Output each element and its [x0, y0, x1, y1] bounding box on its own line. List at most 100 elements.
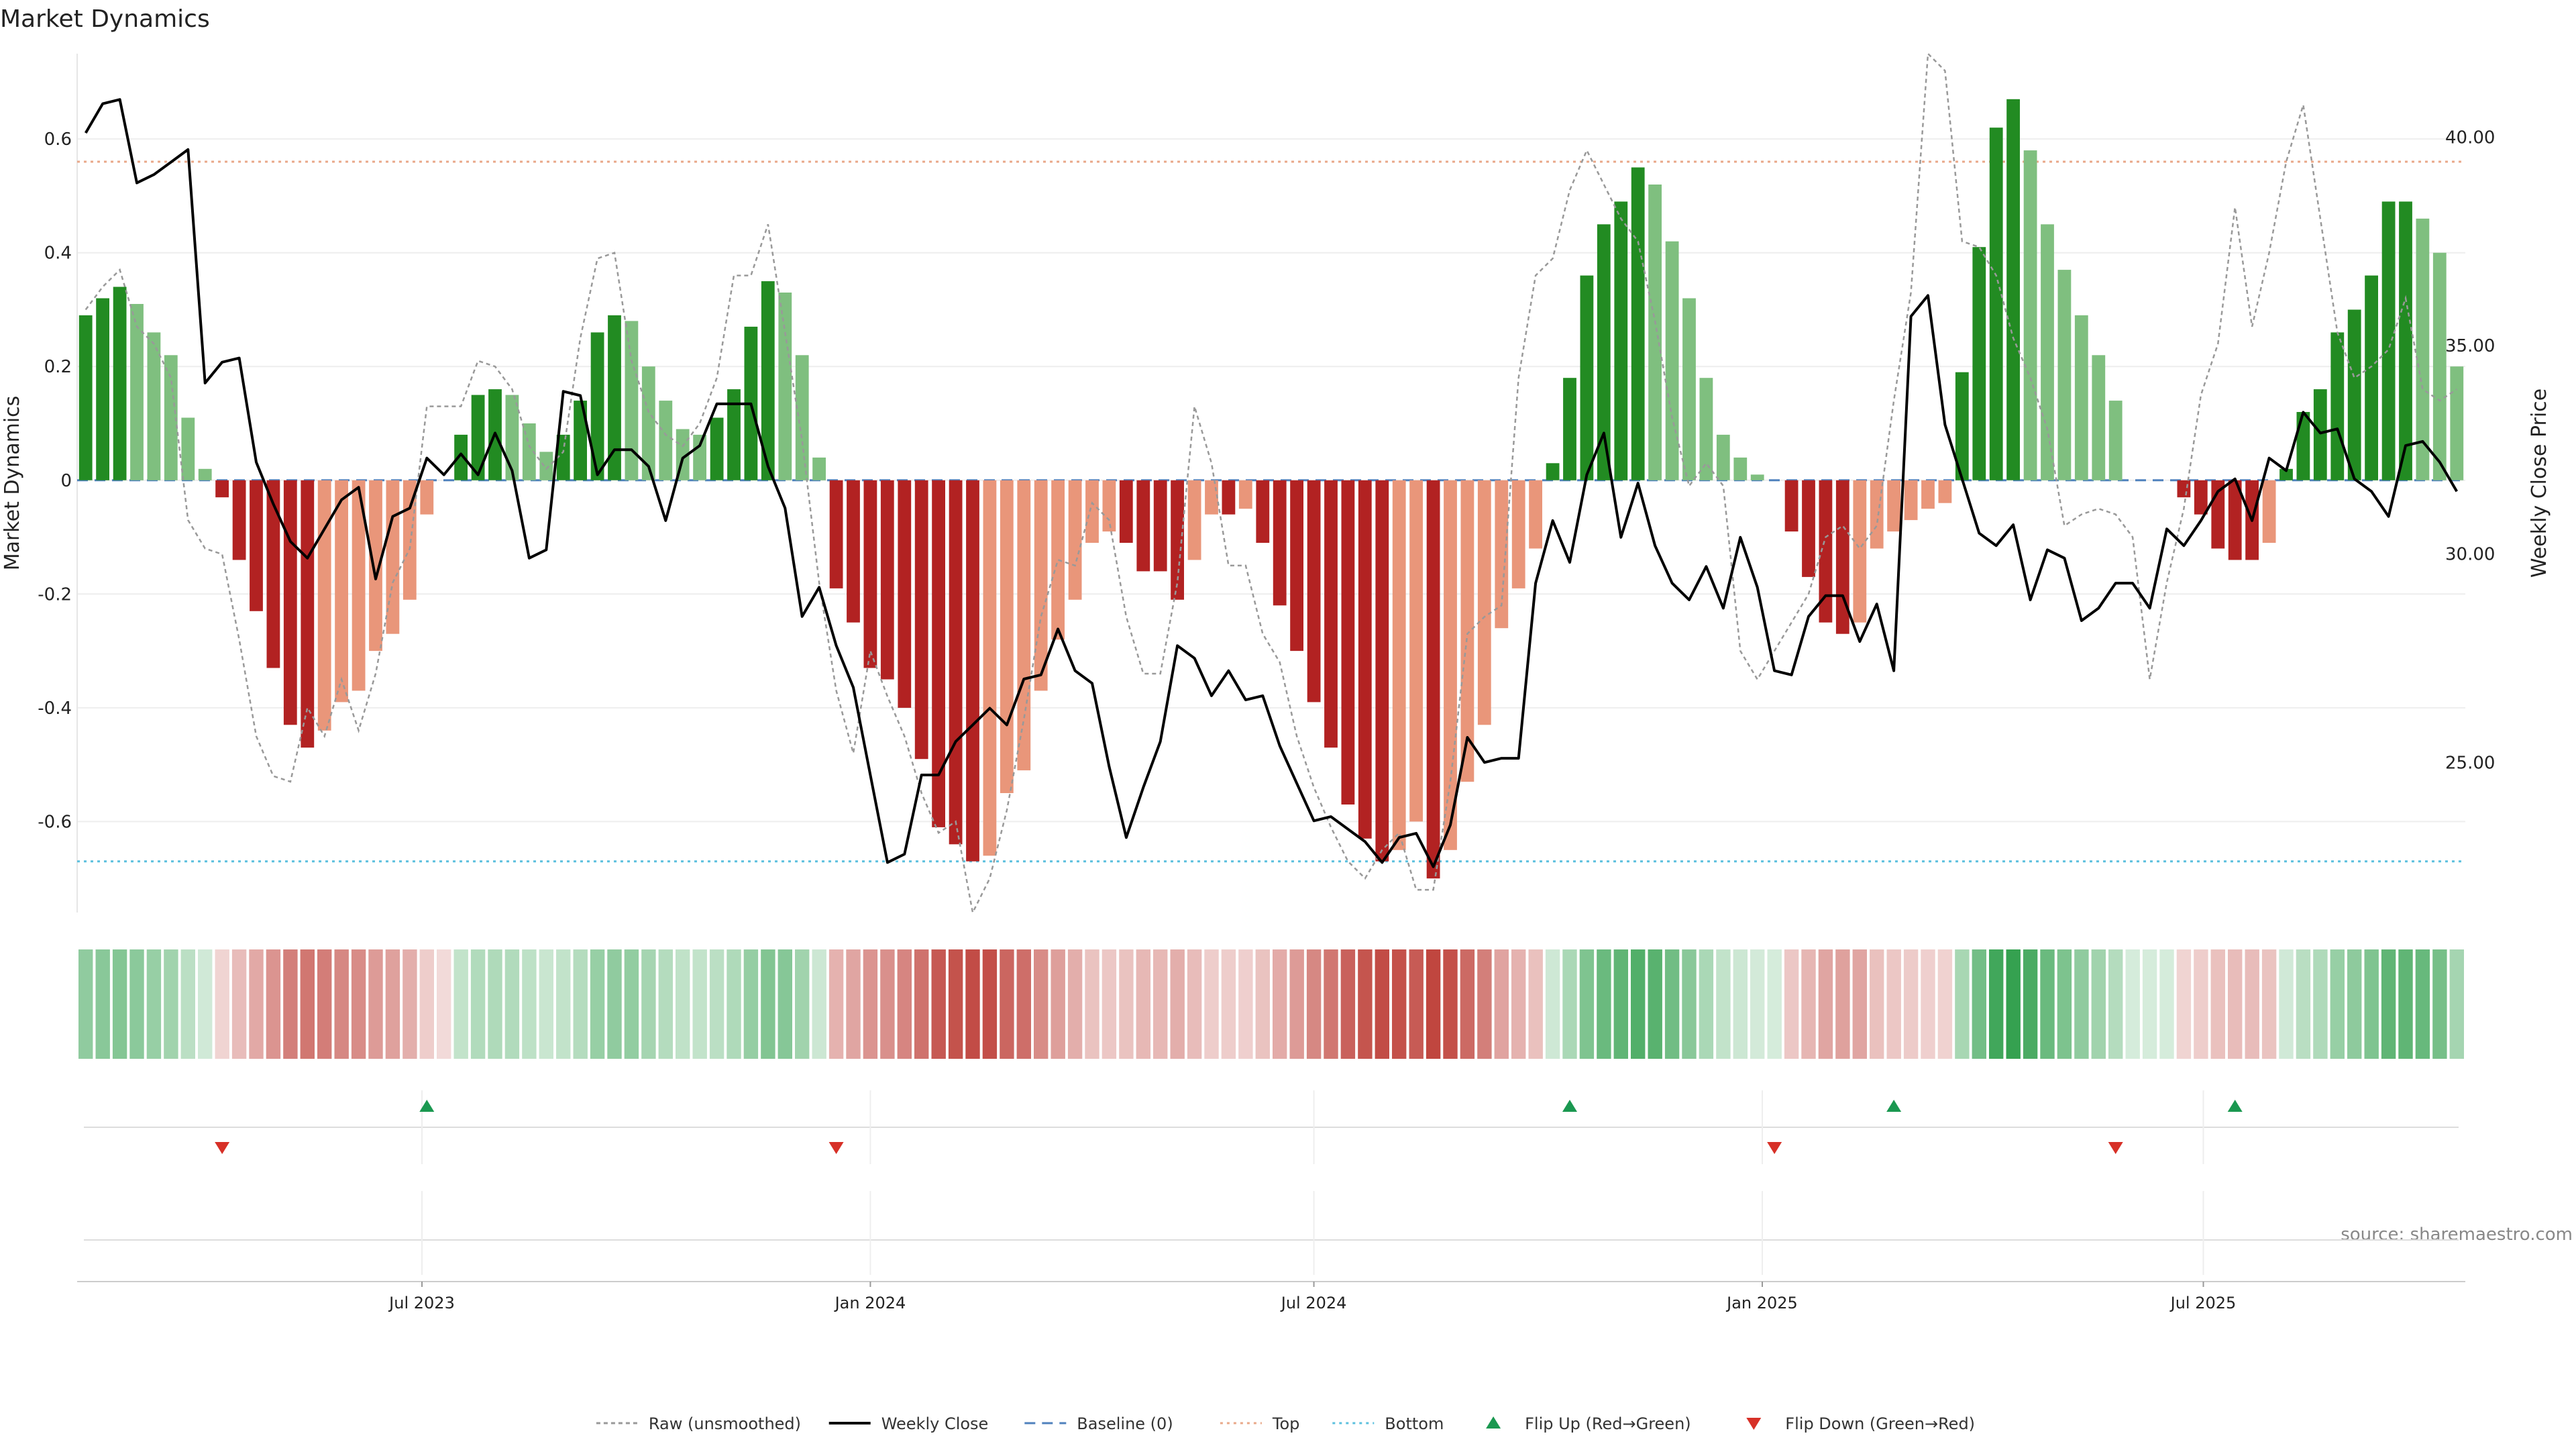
bar-2024-07-08: [1324, 480, 1338, 748]
heat-cell-2024-09-16: [1494, 949, 1509, 1059]
heat-cell-2023-06-05: [351, 949, 366, 1059]
bar-2024-08-05: [1392, 480, 1406, 850]
bar-2023-04-24: [250, 480, 263, 611]
heat-cell-2025-01-13: [1784, 949, 1799, 1059]
left-axis-label: Market Dynamics: [1, 396, 24, 571]
heat-cell-2025-03-03: [1903, 949, 1919, 1059]
bar-2023-07-17: [454, 434, 468, 480]
bar-2023-03-06: [130, 304, 144, 480]
heat-cell-2025-04-21: [2023, 949, 2038, 1059]
bar-2024-04-29: [1153, 480, 1167, 572]
heat-cell-2023-11-13: [743, 949, 759, 1059]
heat-cell-2025-03-31: [1972, 949, 1986, 1059]
left-tick-label: 0.6: [44, 129, 72, 150]
heat-cell-2025-10-06: [2432, 949, 2447, 1059]
bar-2025-02-24: [1887, 480, 1900, 532]
heat-cell-2023-06-26: [402, 949, 417, 1059]
heat-cell-2025-09-15: [2381, 949, 2396, 1059]
bar-2024-02-26: [1000, 480, 1014, 793]
bar-2023-11-27: [778, 293, 792, 480]
heat-cell-2025-07-21: [2245, 949, 2259, 1059]
heat-cell-2025-09-01: [2347, 949, 2362, 1059]
heat-cell-2023-08-28: [556, 949, 571, 1059]
bar-2025-10-06: [2432, 252, 2447, 480]
legend-label-raw: Raw (unsmoothed): [649, 1414, 801, 1433]
heat-cell-2024-12-30: [1750, 949, 1765, 1059]
bar-2023-05-29: [335, 480, 348, 703]
bar-2023-12-04: [795, 355, 809, 480]
bar-2023-09-18: [608, 315, 621, 480]
heat-cell-2024-10-07: [1545, 949, 1560, 1059]
left-tick-label: 0.4: [44, 244, 72, 264]
bar-2023-08-28: [556, 434, 570, 480]
heat-cell-2025-08-04: [2279, 949, 2294, 1059]
heat-cell-2024-04-15: [1119, 949, 1134, 1059]
bar-2024-01-01: [863, 480, 877, 668]
legend-label-flipup: Flip Up (Red→Green): [1525, 1414, 1691, 1433]
bar-2023-11-06: [727, 389, 741, 480]
bar-2025-05-12: [2074, 315, 2088, 480]
bar-2024-03-04: [1017, 480, 1031, 771]
bar-2023-12-25: [847, 480, 860, 623]
heat-cell-2024-08-26: [1443, 949, 1458, 1059]
heat-cell-2025-06-23: [2176, 949, 2192, 1059]
heat-cell-2024-03-11: [1034, 949, 1049, 1059]
bar-2025-03-03: [1904, 480, 1918, 521]
heat-cell-2023-07-17: [453, 949, 468, 1059]
bar-2023-06-05: [352, 480, 366, 691]
heat-cell-2023-07-24: [470, 949, 486, 1059]
heat-cell-2023-09-25: [624, 949, 639, 1059]
x-tick-label: Jul 2025: [2169, 1294, 2237, 1312]
bar-2025-09-08: [2365, 275, 2378, 480]
heat-cell-2023-07-03: [419, 949, 434, 1059]
heat-cell-2023-07-31: [488, 949, 502, 1059]
heat-cell-2024-12-09: [1699, 949, 1714, 1059]
heat-cell-2024-06-24: [1289, 949, 1304, 1059]
flip-markers-panel: [84, 1090, 2459, 1164]
heat-cell-2024-01-29: [931, 949, 946, 1059]
heat-cell-2025-02-10: [1852, 949, 1867, 1059]
right-axis-label: Weekly Close Price: [2528, 388, 2551, 578]
heat-cell-2024-02-19: [982, 949, 998, 1059]
bar-2023-06-19: [386, 480, 400, 634]
heat-cell-2025-01-06: [1767, 949, 1782, 1059]
heat-cell-2023-11-06: [727, 949, 741, 1059]
heat-strip: [78, 949, 2464, 1059]
bar-2025-03-31: [1972, 247, 1986, 480]
legend-label-baseline: Baseline (0): [1077, 1414, 1173, 1433]
heat-cell-2024-04-29: [1153, 949, 1168, 1059]
heat-cell-2024-01-08: [880, 949, 895, 1059]
flip-down-marker-2025-01-06: [1767, 1142, 1782, 1154]
heat-cell-2024-04-01: [1085, 949, 1099, 1059]
bar-2024-04-22: [1136, 480, 1150, 572]
bar-2024-11-25: [1665, 241, 1679, 480]
legend-item-top: Top: [1220, 1414, 1299, 1433]
bar-2025-02-10: [1853, 480, 1867, 623]
bar-2025-05-26: [2108, 401, 2123, 480]
heat-cell-2024-04-22: [1136, 949, 1150, 1059]
bar-2024-04-01: [1085, 480, 1099, 543]
bar-2024-10-14: [1563, 378, 1576, 480]
bar-2023-02-27: [113, 287, 127, 480]
heat-cell-2024-01-15: [897, 949, 912, 1059]
heat-cell-2024-07-29: [1375, 949, 1389, 1059]
heat-cell-2024-02-26: [1000, 949, 1014, 1059]
heat-cell-2024-06-17: [1273, 949, 1287, 1059]
heat-cell-2024-07-08: [1324, 949, 1338, 1059]
reference-lines: [77, 160, 2465, 863]
heat-cell-2024-11-04: [1613, 949, 1628, 1059]
heat-cell-2025-02-24: [1886, 949, 1901, 1059]
heat-cell-2025-07-07: [2210, 949, 2225, 1059]
flip-up-marker-2024-10-14: [1562, 1100, 1577, 1112]
bar-2025-08-18: [2313, 389, 2327, 480]
heat-cell-2023-05-15: [300, 949, 315, 1059]
heat-cell-2023-09-04: [573, 949, 588, 1059]
bar-2024-09-23: [1511, 480, 1525, 588]
bar-2024-01-08: [880, 480, 894, 680]
heat-cell-2023-09-18: [607, 949, 622, 1059]
bar-2023-03-13: [147, 332, 161, 480]
heat-cell-2024-05-27: [1221, 949, 1236, 1059]
heat-cell-2024-03-25: [1067, 949, 1083, 1059]
bar-2025-05-19: [2092, 355, 2106, 480]
legend-label-flipdown: Flip Down (Green→Red): [1785, 1414, 1975, 1433]
